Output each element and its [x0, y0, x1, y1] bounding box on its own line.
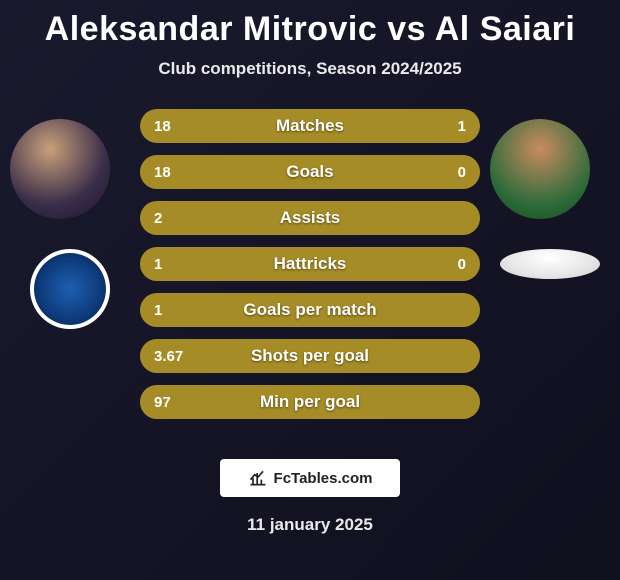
- comparison-area: 181Matches 180Goals 2Assists 10Hattricks 1Go…: [0, 109, 620, 439]
- subtitle: Club competitions, Season 2024/2025: [0, 59, 620, 79]
- chart-icon: [248, 468, 268, 488]
- stat-label: Min per goal: [140, 385, 480, 419]
- title-player-right: Al Saiari: [435, 10, 576, 48]
- stat-row: 3.67Shots per goal: [140, 339, 480, 373]
- date-text: 11 january 2025: [0, 515, 620, 535]
- stat-bars: 181Matches 180Goals 2Assists 10Hattricks 1Go…: [140, 109, 480, 431]
- stat-label: Assists: [140, 201, 480, 235]
- stat-label: Goals: [140, 155, 480, 189]
- avatar-player-left: [10, 119, 110, 219]
- stat-label: Matches: [140, 109, 480, 143]
- stat-row: 2Assists: [140, 201, 480, 235]
- avatar-player-right: [490, 119, 590, 219]
- stat-row: 180Goals: [140, 155, 480, 189]
- stat-row: 181Matches: [140, 109, 480, 143]
- stat-row: 10Hattricks: [140, 247, 480, 281]
- page-title: Aleksandar Mitrovic vs Al Saiari: [0, 0, 620, 49]
- stat-row: 97Min per goal: [140, 385, 480, 419]
- branding-badge: FcTables.com: [220, 459, 400, 497]
- title-vs: vs: [387, 10, 426, 48]
- stat-label: Shots per goal: [140, 339, 480, 373]
- stat-label: Goals per match: [140, 293, 480, 327]
- club-badge-left: [30, 249, 110, 329]
- branding-text: FcTables.com: [274, 470, 373, 487]
- stat-row: 1Goals per match: [140, 293, 480, 327]
- title-player-left: Aleksandar Mitrovic: [45, 10, 378, 48]
- stat-label: Hattricks: [140, 247, 480, 281]
- club-badge-right: [500, 249, 600, 279]
